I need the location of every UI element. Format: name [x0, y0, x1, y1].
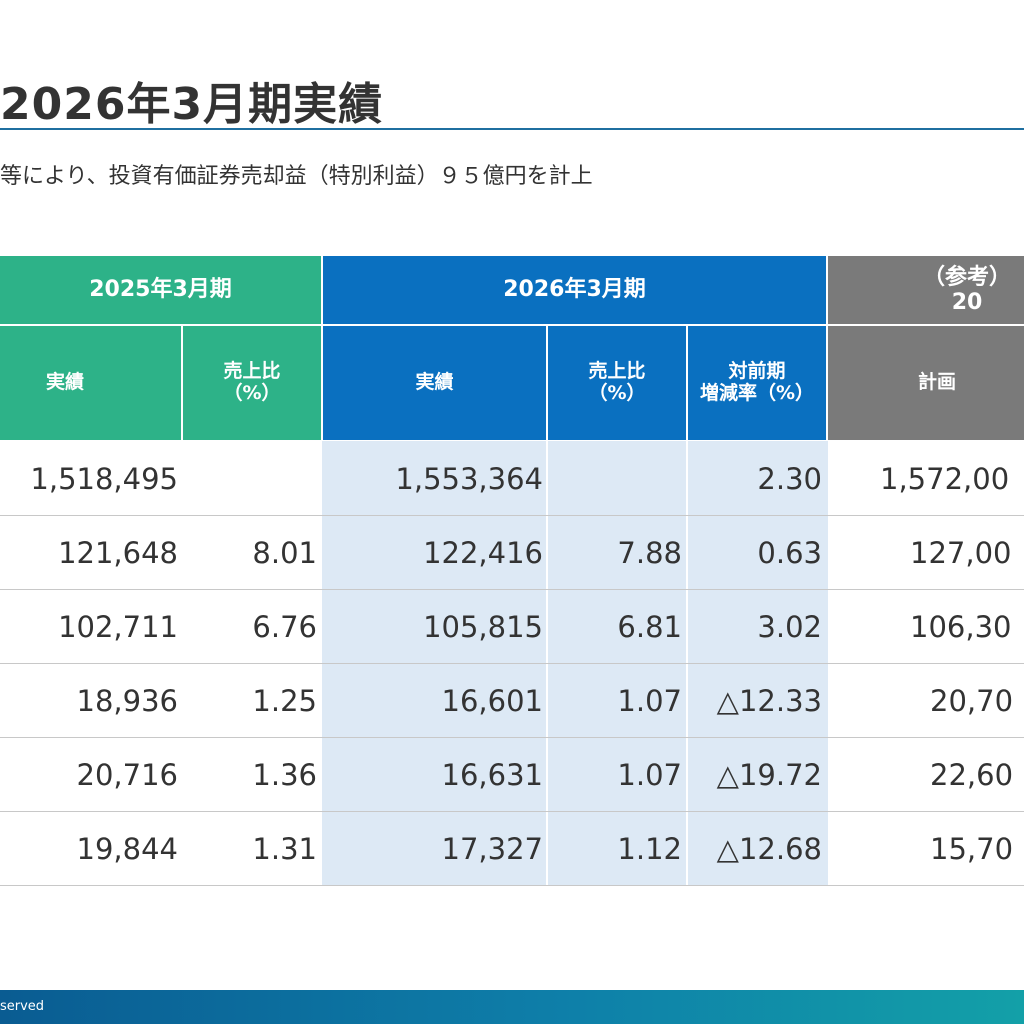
- subheader-ratio-2026: 売上比 （%）: [548, 326, 686, 440]
- row-divider: [0, 885, 1024, 886]
- cell-actual-2025: 19,844: [76, 832, 178, 866]
- cell-ratio-2025: [183, 442, 317, 516]
- page-title: 2026年3月期実績: [0, 79, 384, 130]
- subheader-ratio-2026-line2: （%）: [588, 382, 646, 404]
- header-fy2025: 2025年3月期: [0, 256, 321, 324]
- cell-ratio-2026: 7.88: [617, 536, 682, 570]
- page-subtitle: 等により、投資有価証券売却益（特別利益）９５億円を計上: [0, 164, 593, 189]
- cell-plan: 15,70: [930, 832, 1014, 866]
- row-divider: [0, 811, 1024, 812]
- subheader-ratio-2025: 売上比 （%）: [183, 326, 321, 440]
- cell-plan: 1,572,00: [880, 462, 1010, 496]
- cell-yoy: △19.72: [716, 758, 822, 792]
- cell-ratio-2025: 8.01: [252, 536, 317, 570]
- cell-yoy: 2.30: [757, 462, 822, 496]
- cell-actual-2025: 102,711: [58, 610, 178, 644]
- row-divider: [0, 515, 1024, 516]
- cell-ratio-2025: 1.36: [252, 758, 317, 792]
- cell-ratio-2026: 6.81: [617, 610, 682, 644]
- cell-plan: 106,30: [910, 610, 1012, 644]
- row-divider: [0, 737, 1024, 738]
- subheader-ratio-2025-line2: （%）: [223, 382, 281, 404]
- cell-actual-2025: 18,936: [76, 684, 178, 718]
- cell-ratio-2026: 1.12: [617, 832, 682, 866]
- subheader-actual-2026: 実績: [323, 326, 546, 440]
- cell-yoy: 0.63: [757, 536, 822, 570]
- cell-actual-2026: 16,631: [441, 758, 543, 792]
- subheader-yoy-line2: 増減率（%）: [699, 382, 815, 404]
- footer-bar: served: [0, 990, 1024, 1024]
- subheader-plan: 計画: [828, 326, 1024, 440]
- cell-yoy: △12.68: [716, 832, 822, 866]
- cell-plan: 20,70: [930, 684, 1014, 718]
- subheader-actual-2025: 実績: [0, 326, 181, 440]
- cell-yoy: △12.33: [716, 684, 822, 718]
- cell-yoy: 3.02: [757, 610, 822, 644]
- cell-ratio-2026: 1.07: [617, 758, 682, 792]
- cell-actual-2026: 16,601: [441, 684, 543, 718]
- copyright-text: served: [0, 999, 45, 1014]
- header-fy2026: 2026年3月期: [323, 256, 826, 324]
- cell-actual-2025: 121,648: [58, 536, 178, 570]
- cell-plan: 22,60: [930, 758, 1014, 792]
- subheader-ratio-2026-line1: 売上比: [588, 360, 646, 383]
- cell-ratio-2025: 1.31: [252, 832, 317, 866]
- cell-plan: 127,00: [910, 536, 1012, 570]
- cell-actual-2025: 1,518,495: [30, 462, 178, 496]
- cell-actual-2026: 105,815: [423, 610, 543, 644]
- cell-ratio-2025: 1.25: [252, 684, 317, 718]
- header-reference: （参考）20: [828, 256, 1024, 324]
- cell-ratio-2025: 6.76: [252, 610, 317, 644]
- subheader-yoy: 対前期 増減率（%）: [688, 326, 826, 440]
- cell-actual-2026: 1,553,364: [395, 462, 543, 496]
- cell-ratio-2026: 1.07: [617, 684, 682, 718]
- cell-actual-2025: 20,716: [76, 758, 178, 792]
- title-divider: [0, 128, 1024, 130]
- cell-actual-2026: 17,327: [441, 832, 543, 866]
- row-divider: [0, 663, 1024, 664]
- row-divider: [0, 589, 1024, 590]
- cell-actual-2026: 122,416: [423, 536, 543, 570]
- subheader-yoy-line1: 対前期: [728, 360, 786, 383]
- cell-ratio-2026: [548, 442, 682, 516]
- subheader-ratio-2025-line1: 売上比: [223, 360, 281, 383]
